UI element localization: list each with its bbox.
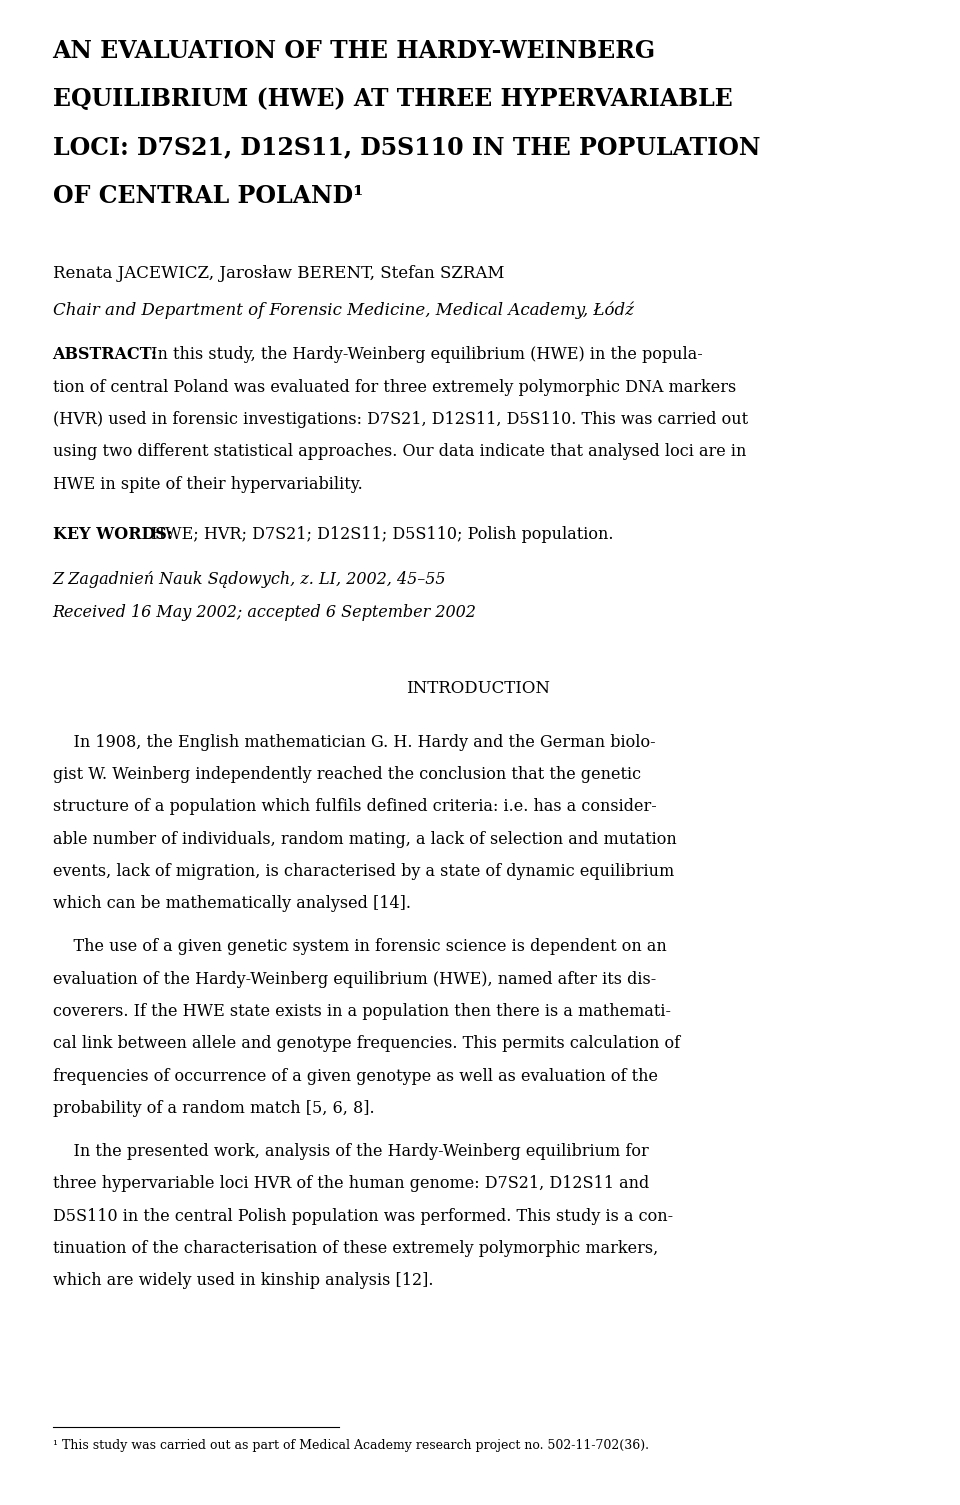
Text: In the presented work, analysis of the Hardy-Weinberg equilibrium for: In the presented work, analysis of the H… [53,1144,648,1160]
Text: HWE; HVR; D7S21; D12S11; D5S110; Polish population.: HWE; HVR; D7S21; D12S11; D5S110; Polish … [146,527,613,543]
Text: AN EVALUATION OF THE HARDY-WEINBERG: AN EVALUATION OF THE HARDY-WEINBERG [53,39,656,63]
Text: Renata JACEWICZ, Jarosław BERENT, Stefan SZRAM: Renata JACEWICZ, Jarosław BERENT, Stefan… [53,265,504,281]
Text: tinuation of the characterisation of these extremely polymorphic markers,: tinuation of the characterisation of the… [53,1240,658,1257]
Text: The use of a given genetic system in forensic science is dependent on an: The use of a given genetic system in for… [53,939,666,956]
Text: which are widely used in kinship analysis [12].: which are widely used in kinship analysi… [53,1273,433,1290]
Text: HWE in spite of their hypervariability.: HWE in spite of their hypervariability. [53,476,362,492]
Text: Chair and Department of Forensic Medicine, Medical Academy, Łódź: Chair and Department of Forensic Medicin… [53,301,634,319]
Text: evaluation of the Hardy-Weinberg equilibrium (HWE), named after its dis-: evaluation of the Hardy-Weinberg equilib… [53,971,656,987]
Text: tion of central Poland was evaluated for three extremely polymorphic DNA markers: tion of central Poland was evaluated for… [53,379,735,396]
Text: LOCI: D7S21, D12S11, D5S110 IN THE POPULATION: LOCI: D7S21, D12S11, D5S110 IN THE POPUL… [53,135,760,160]
Text: coverers. If the HWE state exists in a population then there is a mathemati-: coverers. If the HWE state exists in a p… [53,1004,670,1020]
Text: KEY WORDS:: KEY WORDS: [53,527,173,543]
Text: cal link between allele and genotype frequencies. This permits calculation of: cal link between allele and genotype fre… [53,1035,680,1052]
Text: D5S110 in the central Polish population was performed. This study is a con-: D5S110 in the central Polish population … [53,1209,673,1225]
Text: three hypervariable loci HVR of the human genome: D7S21, D12S11 and: three hypervariable loci HVR of the huma… [53,1175,649,1192]
Text: using two different statistical approaches. Our data indicate that analysed loci: using two different statistical approach… [53,444,746,461]
Text: which can be mathematically analysed [14].: which can be mathematically analysed [14… [53,895,411,912]
Text: probability of a random match [5, 6, 8].: probability of a random match [5, 6, 8]. [53,1100,374,1117]
Text: gist W. Weinberg independently reached the conclusion that the genetic: gist W. Weinberg independently reached t… [53,766,640,783]
Text: ABSTRACT:: ABSTRACT: [53,346,157,363]
Text: Received 16 May 2002; accepted 6 September 2002: Received 16 May 2002; accepted 6 Septemb… [53,605,476,622]
Text: INTRODUCTION: INTRODUCTION [406,680,550,697]
Text: In 1908, the English mathematician G. H. Hardy and the German biolo-: In 1908, the English mathematician G. H.… [53,734,655,751]
Text: Z Zagadnień Nauk Sądowych, z. LI, 2002, 45–55: Z Zagadnień Nauk Sądowych, z. LI, 2002, … [53,572,446,588]
Text: In this study, the Hardy-Weinberg equilibrium (HWE) in the popula-: In this study, the Hardy-Weinberg equili… [146,346,703,363]
Text: frequencies of occurrence of a given genotype as well as evaluation of the: frequencies of occurrence of a given gen… [53,1069,658,1085]
Text: EQUILIBRIUM (HWE) AT THREE HYPERVARIABLE: EQUILIBRIUM (HWE) AT THREE HYPERVARIABLE [53,87,732,111]
Text: ¹ This study was carried out as part of Medical Academy research project no. 502: ¹ This study was carried out as part of … [53,1439,649,1452]
Text: able number of individuals, random mating, a lack of selection and mutation: able number of individuals, random matin… [53,831,676,847]
Text: OF CENTRAL POLAND¹: OF CENTRAL POLAND¹ [53,184,363,208]
Text: events, lack of migration, is characterised by a state of dynamic equilibrium: events, lack of migration, is characteri… [53,864,674,880]
Text: (HVR) used in forensic investigations: D7S21, D12S11, D5S110. This was carried o: (HVR) used in forensic investigations: D… [53,411,748,427]
Text: structure of a population which fulfils defined criteria: i.e. has a consider-: structure of a population which fulfils … [53,799,657,816]
